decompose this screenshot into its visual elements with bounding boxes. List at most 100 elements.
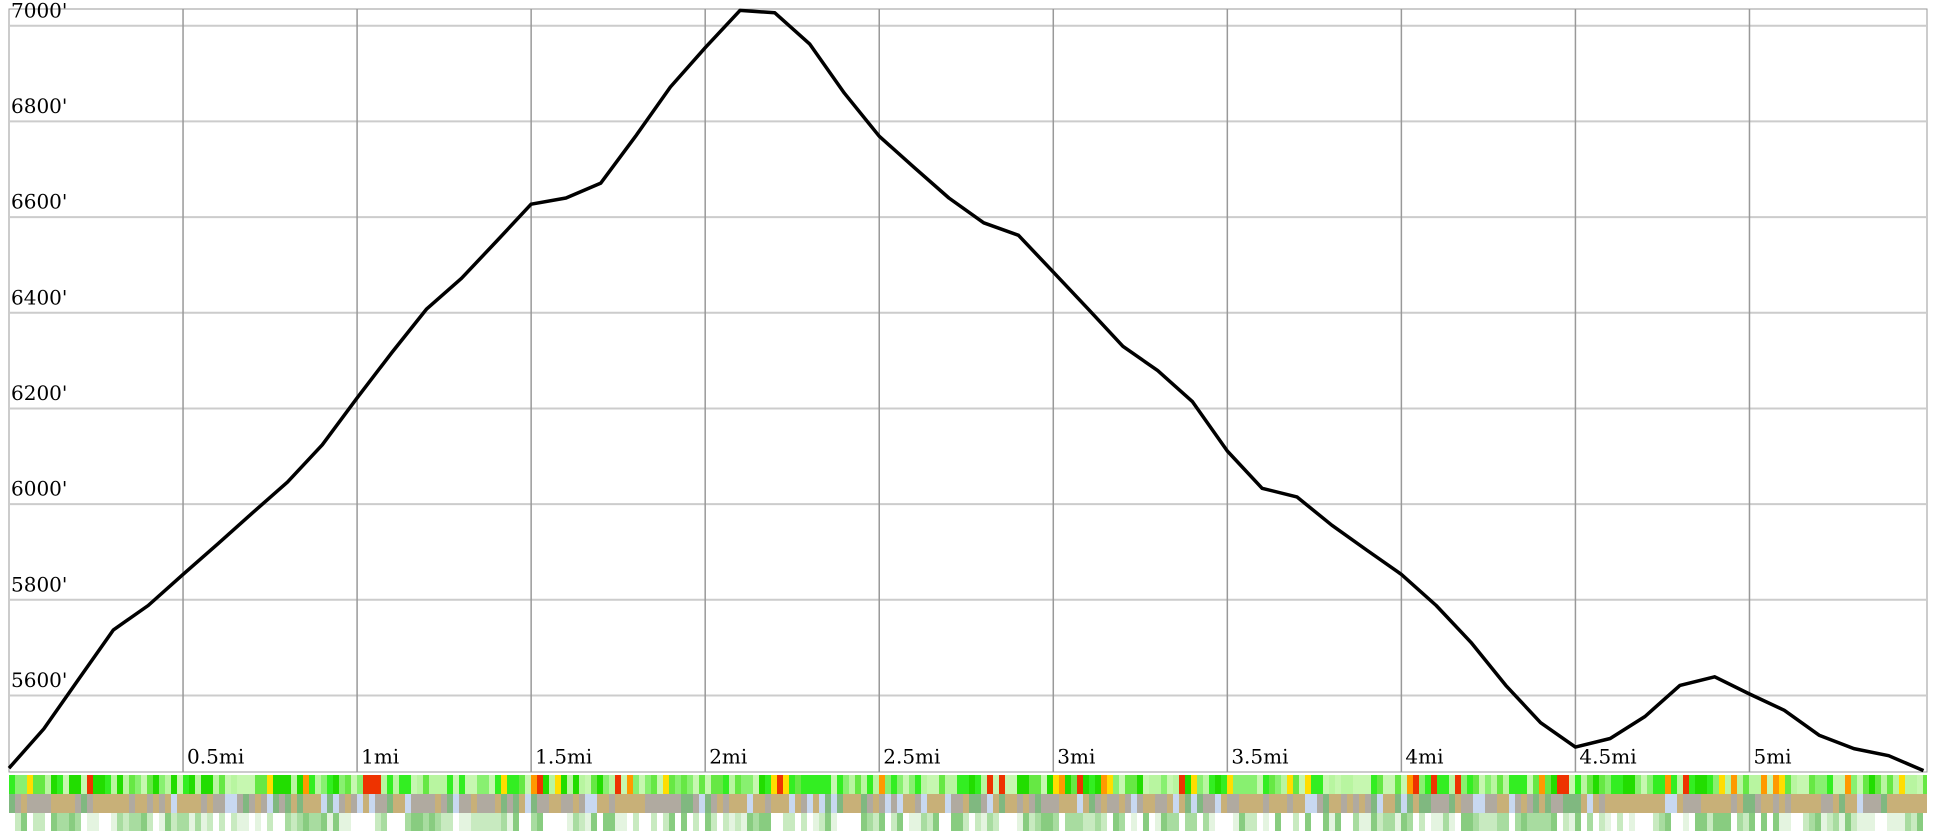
strip-cell [1815,813,1821,831]
strip-cell [1011,775,1017,794]
strip-cell [1203,794,1209,813]
strip-cell [405,813,411,831]
strip-cell [1617,813,1623,831]
strip-cell [897,794,903,813]
strip-cell [1719,813,1725,831]
strip-cell [225,794,231,813]
strip-cell [201,813,207,831]
strip-cell [495,775,501,794]
strip-cell [1431,813,1437,831]
strip-cell [531,775,537,794]
strip-cell [201,794,207,813]
strip-cell [1491,775,1497,794]
strip-cell [1353,775,1359,794]
strip-cell [1761,813,1767,831]
strip-cell [597,794,603,813]
strip-cell [27,794,33,813]
strip-cell [813,775,819,794]
strip-cell [303,794,309,813]
strip-cell [1629,775,1635,794]
strip-cell [1785,794,1791,813]
strip-cell [411,794,417,813]
strip-cell [1359,813,1365,831]
strip-cell [615,794,621,813]
strip-cell [1437,794,1443,813]
strip-cell [159,775,165,794]
strip-cell [51,813,57,831]
strip-cell [795,794,801,813]
strip-cell [1005,813,1011,831]
strip-cell [9,775,15,794]
strip-cell [813,794,819,813]
strip-cell [165,813,171,831]
strip-cell [657,794,663,813]
y-tick-label: 6600' [11,190,67,214]
strip-cell [1767,794,1773,813]
strip-cell [681,794,687,813]
strip-cell [1797,813,1803,831]
strip-cell [1047,775,1053,794]
strip-cell [1593,775,1599,794]
strip-cell [1551,813,1557,831]
strip-cell [1035,813,1041,831]
strip-cell [1089,775,1095,794]
strip-cell [201,775,207,794]
strip-cell [141,794,147,813]
strip-cell [1485,794,1491,813]
strip-cell [1845,775,1851,794]
strip-cell [1737,813,1743,831]
strip-cell [1137,794,1143,813]
strip-cell [609,794,615,813]
strip-cell [621,775,627,794]
strip-cell [147,775,153,794]
strip-cell [489,813,495,831]
strip-cell [1503,775,1509,794]
strip-cell [1239,775,1245,794]
strip-cell [1629,794,1635,813]
strip-cell [219,794,225,813]
strip-cell [1593,813,1599,831]
strip-cell [1245,775,1251,794]
strip-cell [1209,775,1215,794]
strip-cell [1305,813,1311,831]
strip-cell [1065,813,1071,831]
strip-cell [1611,794,1617,813]
strip-cell [987,794,993,813]
strip-cell [999,794,1005,813]
strip-cell [861,794,867,813]
strip-cell [501,813,507,831]
strip-cell [465,813,471,831]
x-tick-label: 4.5mi [1579,745,1636,769]
strip-cell [1659,813,1665,831]
strip-cell [1569,813,1575,831]
strip-cell [927,794,933,813]
strip-cell [1335,775,1341,794]
strip-cell [945,813,951,831]
plot-frame [8,8,1928,773]
strip-cell [777,813,783,831]
strip-cell [207,794,213,813]
strip-cell [477,775,483,794]
strip-cell [759,794,765,813]
strip-cell [99,794,105,813]
strip-cell [1251,775,1257,794]
strip-cell [81,813,87,831]
strip-cell [1407,813,1413,831]
strip-cell [1599,794,1605,813]
strip-cell [825,813,831,831]
strip-cell [177,775,183,794]
strip-cell [15,794,21,813]
strip-cell [963,813,969,831]
strip-cell [1167,813,1173,831]
strip-cell [1341,813,1347,831]
strip-cell [1347,775,1353,794]
strip-cell [1149,794,1155,813]
strip-cell [1491,813,1497,831]
strip-cell [1257,775,1263,794]
strip-cell [1449,794,1455,813]
strip-cell [1587,794,1593,813]
strip-cell [567,775,573,794]
strip-cell [1017,794,1023,813]
strip-cell [1161,813,1167,831]
strip-cell [549,775,555,794]
